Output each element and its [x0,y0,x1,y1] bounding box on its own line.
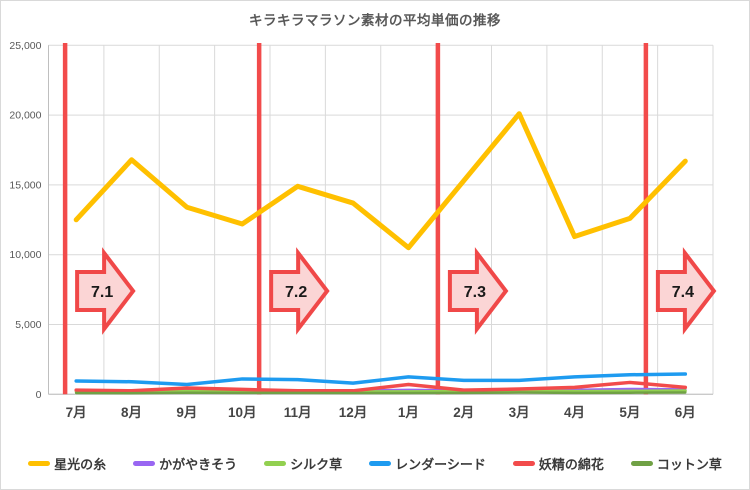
series-line-シルク草 [74,389,687,394]
x-tick-label: 10月 [228,405,257,420]
series-line-コットン草 [74,391,687,395]
patch-arrow-7.4 [655,247,717,335]
legend-swatch-icon [28,461,51,466]
x-tick-label: 4月 [564,405,585,420]
x-tick-label: 1月 [398,405,419,420]
patch-arrow-7.3 [447,247,509,335]
legend-item-星光の糸: 星光の糸 [28,454,106,473]
x-tick-label: 2月 [453,405,474,420]
legend-label: レンダーシード [395,457,486,472]
patch-arrows: 7.1 7.2 7.3 7.4 [75,247,717,335]
plot-area: 0 5,000 10,000 15,000 20,000 25,000 7月 8月 9月 10月 1… [9,40,717,420]
patch-arrow-7.2 [269,247,330,335]
x-tick-label: 8月 [121,405,142,420]
legend-swatch-icon [512,461,535,466]
patch-arrow-label: 7.2 [285,284,307,301]
legend-swatch-icon [630,461,653,466]
y-tick-label: 5,000 [15,319,41,331]
legend-swatch-icon [264,461,287,466]
y-tick-label: 20,000 [9,110,41,122]
legend-label: コットン草 [656,457,722,472]
y-tick-label: 15,000 [9,179,41,191]
legend-label: 妖精の綿花 [538,457,604,472]
x-axis-labels: 7月 8月 9月 10月 11月 12月 1月 2月 3月 4月 5月 6月 [66,405,696,420]
patch-arrow-label: 7.1 [91,284,113,301]
legend-item-レンダーシード: レンダーシード [369,454,486,473]
patch-vlines [62,43,649,395]
legend-item-妖精の綿花: 妖精の綿花 [512,454,604,473]
patch-arrow-label: 7.4 [672,284,694,301]
x-tick-label: 11月 [284,405,312,420]
series-lines [73,111,688,395]
legend-swatch-icon [133,461,156,466]
y-tick-label: 10,000 [9,249,41,261]
series-line-星光の糸 [73,111,688,251]
y-tick-label: 25,000 [9,40,41,52]
x-tick-label: 5月 [619,405,640,420]
patch-arrow-label: 7.3 [464,284,486,301]
x-tick-label: 7月 [66,405,87,420]
x-tick-label: 9月 [176,405,197,420]
y-tick-label: 0 [36,389,42,401]
x-tick-label: 12月 [339,405,368,420]
legend-label: かがやきそう [159,457,238,472]
series-line-レンダーシード [74,372,688,387]
x-tick-label: 3月 [509,405,530,420]
y-axis-labels: 0 5,000 10,000 15,000 20,000 25,000 [9,40,41,401]
legend-label: シルク草 [290,457,343,472]
chart-title: キラキラマラソン素材の平均単価の推移 [249,13,501,28]
x-tick-label: 6月 [675,405,696,420]
legend-swatch-icon [369,461,392,466]
legend-item-かがやきそう: かがやきそう [133,454,237,473]
legend: 星光の糸 かがやきそう シルク草 レンダーシード 妖精の綿花 コットン草 [1,454,749,473]
gridlines [48,44,714,395]
legend-label: 星光の糸 [54,457,107,472]
series-line-妖精の綿花 [74,380,688,393]
patch-arrow-7.1 [75,247,136,335]
legend-item-シルク草: シルク草 [264,454,342,473]
legend-item-コットン草: コットン草 [630,454,722,473]
